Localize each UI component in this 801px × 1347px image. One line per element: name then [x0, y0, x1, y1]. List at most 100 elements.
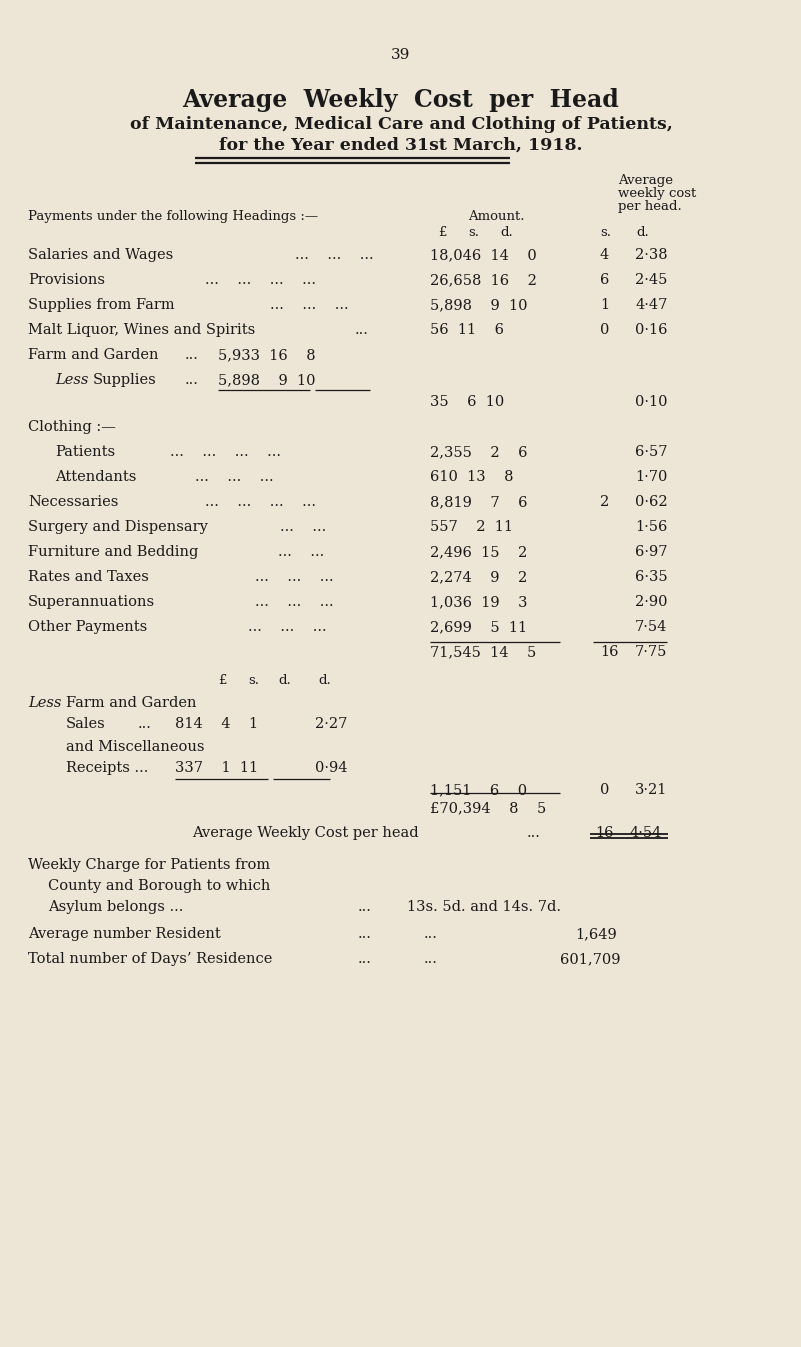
Text: ...    ...    ...    ...: ... ... ... ...: [205, 494, 316, 509]
Text: Less: Less: [28, 696, 62, 710]
Text: Malt Liquor, Wines and Spirits: Malt Liquor, Wines and Spirits: [28, 323, 256, 337]
Text: 0·10: 0·10: [635, 395, 667, 409]
Text: 2·45: 2·45: [635, 273, 667, 287]
Text: Other Payments: Other Payments: [28, 620, 147, 634]
Text: 2: 2: [600, 494, 610, 509]
Text: d.: d.: [636, 226, 649, 238]
Text: d.: d.: [278, 674, 291, 687]
Text: Rates and Taxes: Rates and Taxes: [28, 570, 149, 585]
Text: ...    ...    ...    ...: ... ... ... ...: [170, 445, 281, 459]
Text: 0·94: 0·94: [315, 761, 348, 775]
Text: 601,709: 601,709: [560, 952, 621, 966]
Text: 16: 16: [600, 645, 618, 659]
Text: ...    ...: ... ...: [280, 520, 326, 533]
Text: for the Year ended 31st March, 1918.: for the Year ended 31st March, 1918.: [219, 137, 583, 154]
Text: d.: d.: [318, 674, 331, 687]
Text: 3·21: 3·21: [635, 783, 667, 797]
Text: Total number of Days’ Residence: Total number of Days’ Residence: [28, 952, 272, 966]
Text: ...: ...: [185, 348, 199, 362]
Text: ...    ...    ...: ... ... ...: [248, 620, 327, 634]
Text: Payments under the following Headings :—: Payments under the following Headings :—: [28, 210, 318, 224]
Text: Less: Less: [55, 373, 88, 387]
Text: Average  Weekly  Cost  per  Head: Average Weekly Cost per Head: [183, 88, 619, 112]
Text: Necessaries: Necessaries: [28, 494, 119, 509]
Text: s.: s.: [248, 674, 259, 687]
Text: ...: ...: [424, 927, 438, 942]
Text: £: £: [218, 674, 227, 687]
Text: ...: ...: [358, 900, 372, 915]
Text: per head.: per head.: [618, 199, 682, 213]
Text: Average: Average: [618, 174, 673, 187]
Text: 0: 0: [600, 783, 610, 797]
Text: 8,819    7    6: 8,819 7 6: [430, 494, 528, 509]
Text: 6·57: 6·57: [635, 445, 667, 459]
Text: 71,545  14    5: 71,545 14 5: [430, 645, 536, 659]
Text: 2,355    2    6: 2,355 2 6: [430, 445, 528, 459]
Text: and Miscellaneous: and Miscellaneous: [66, 740, 204, 754]
Text: 557    2  11: 557 2 11: [430, 520, 513, 533]
Text: ...: ...: [358, 952, 372, 966]
Text: Average Weekly Cost per head: Average Weekly Cost per head: [192, 826, 419, 841]
Text: 7·54: 7·54: [635, 620, 667, 634]
Text: Surgery and Dispensary: Surgery and Dispensary: [28, 520, 208, 533]
Text: 2·90: 2·90: [635, 595, 667, 609]
Text: 610  13    8: 610 13 8: [430, 470, 513, 484]
Text: ...    ...    ...    ...: ... ... ... ...: [205, 273, 316, 287]
Text: 1·70: 1·70: [635, 470, 667, 484]
Text: ...: ...: [358, 927, 372, 942]
Text: Salaries and Wages: Salaries and Wages: [28, 248, 173, 263]
Text: 26,658  16    2: 26,658 16 2: [430, 273, 537, 287]
Text: 1,151    6    0: 1,151 6 0: [430, 783, 527, 797]
Text: of Maintenance, Medical Care and Clothing of Patients,: of Maintenance, Medical Care and Clothin…: [130, 116, 672, 133]
Text: 4·47: 4·47: [635, 298, 667, 313]
Text: 2·38: 2·38: [635, 248, 667, 263]
Text: 13s. 5d. and 14s. 7d.: 13s. 5d. and 14s. 7d.: [407, 900, 561, 915]
Text: ...: ...: [355, 323, 369, 337]
Text: 1: 1: [600, 298, 609, 313]
Text: 1,649: 1,649: [575, 927, 617, 942]
Text: ...    ...    ...: ... ... ...: [255, 570, 334, 585]
Text: 0: 0: [600, 323, 610, 337]
Text: 2,496  15    2: 2,496 15 2: [430, 546, 527, 559]
Text: Weekly Charge for Patients from: Weekly Charge for Patients from: [28, 858, 270, 872]
Text: weekly cost: weekly cost: [618, 187, 696, 199]
Text: 0·16: 0·16: [635, 323, 667, 337]
Text: Amount.: Amount.: [468, 210, 525, 224]
Text: 1·56: 1·56: [635, 520, 667, 533]
Text: Patients: Patients: [55, 445, 115, 459]
Text: Furniture and Bedding: Furniture and Bedding: [28, 546, 199, 559]
Text: 6·97: 6·97: [635, 546, 667, 559]
Text: 7·75: 7·75: [635, 645, 667, 659]
Text: ...    ...    ...: ... ... ...: [255, 595, 334, 609]
Text: ...: ...: [424, 952, 438, 966]
Text: s.: s.: [468, 226, 479, 238]
Text: s.: s.: [600, 226, 611, 238]
Text: Average number Resident: Average number Resident: [28, 927, 221, 942]
Text: ...: ...: [138, 717, 152, 731]
Text: 16: 16: [595, 826, 614, 841]
Text: ...: ...: [185, 373, 199, 387]
Text: 56  11    6: 56 11 6: [430, 323, 504, 337]
Text: £: £: [438, 226, 446, 238]
Text: Sales: Sales: [66, 717, 106, 731]
Text: 5,898    9  10: 5,898 9 10: [218, 373, 316, 387]
Text: Provisions: Provisions: [28, 273, 105, 287]
Text: Asylum belongs ...: Asylum belongs ...: [48, 900, 183, 915]
Text: Farm and Garden: Farm and Garden: [28, 348, 159, 362]
Text: £70,394    8    5: £70,394 8 5: [430, 801, 546, 815]
Text: 814    4    1: 814 4 1: [175, 717, 258, 731]
Text: ...    ...    ...: ... ... ...: [270, 298, 348, 313]
Text: 1,036  19    3: 1,036 19 3: [430, 595, 528, 609]
Text: 2,274    9    2: 2,274 9 2: [430, 570, 527, 585]
Text: 35    6  10: 35 6 10: [430, 395, 505, 409]
Text: ...    ...    ...: ... ... ...: [195, 470, 274, 484]
Text: Clothing :—: Clothing :—: [28, 420, 116, 434]
Text: 0·62: 0·62: [635, 494, 667, 509]
Text: Superannuations: Superannuations: [28, 595, 155, 609]
Text: 5,933  16    8: 5,933 16 8: [218, 348, 316, 362]
Text: County and Borough to which: County and Borough to which: [48, 880, 271, 893]
Text: ...    ...: ... ...: [278, 546, 324, 559]
Text: 39: 39: [392, 48, 411, 62]
Text: 4·54: 4·54: [630, 826, 662, 841]
Text: 6·35: 6·35: [635, 570, 667, 585]
